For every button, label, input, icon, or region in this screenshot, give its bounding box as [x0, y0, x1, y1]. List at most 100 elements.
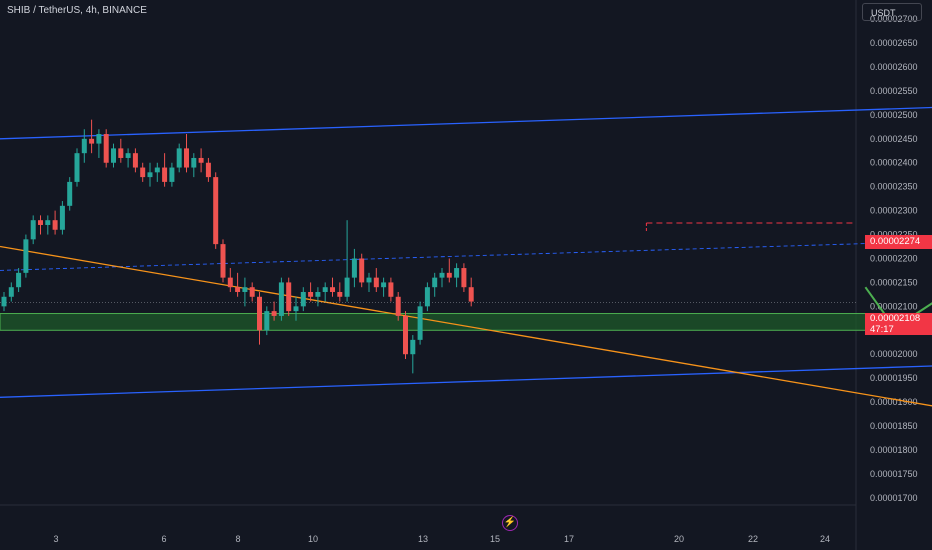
- candle: [52, 210, 58, 235]
- candle: [242, 277, 248, 307]
- candle: [184, 134, 189, 173]
- candle: [140, 162, 146, 182]
- candle: [395, 291, 401, 321]
- candle: [67, 177, 73, 211]
- currency-selector[interactable]: USDT: [862, 3, 922, 21]
- candle-body: [264, 311, 270, 331]
- candle: [454, 263, 460, 288]
- candle-body: [140, 167, 146, 178]
- candle-body: [67, 181, 73, 206]
- time-axis-label: 3: [53, 534, 58, 544]
- candle: [308, 282, 314, 302]
- candle-body: [424, 287, 430, 307]
- candle: [330, 277, 335, 297]
- candle-body: [191, 157, 197, 168]
- candle: [439, 268, 445, 288]
- candle: [373, 268, 379, 292]
- candle: [432, 272, 438, 297]
- price-tick-label: 0.00001900: [870, 397, 918, 407]
- candle-body: [184, 148, 189, 168]
- candle: [132, 148, 138, 173]
- price-tick-label: 0.00002650: [870, 38, 918, 48]
- support-zone: [0, 313, 932, 331]
- price-tick-label: 0.00001800: [870, 445, 918, 455]
- price-tick-label: 0.00001850: [870, 421, 918, 431]
- candle-body: [373, 277, 379, 288]
- candle: [359, 253, 365, 288]
- candle-body: [359, 258, 365, 283]
- candle-body: [308, 291, 314, 297]
- candle-body: [16, 272, 22, 288]
- candle: [366, 272, 372, 292]
- time-axis-label: 10: [308, 534, 318, 544]
- price-tick-label: 0.00002150: [870, 277, 918, 287]
- time-axis-label: 24: [820, 534, 830, 544]
- candle: [461, 263, 467, 292]
- candle-body: [446, 272, 452, 278]
- candle: [205, 157, 211, 182]
- candle-body: [249, 287, 255, 297]
- price-tick-label: 0.00002100: [870, 301, 918, 311]
- candle-body: [147, 172, 153, 178]
- candle: [96, 129, 102, 158]
- candle-body: [271, 311, 277, 316]
- bar-countdown: 47:17: [870, 324, 894, 335]
- candle-body: [381, 282, 387, 288]
- candle-body: [417, 306, 423, 340]
- candle: [111, 143, 116, 168]
- last-price-value: 0.00002108: [870, 313, 921, 324]
- price-tick-label: 0.00002350: [870, 182, 918, 192]
- time-axis-label: 15: [490, 534, 500, 544]
- price-tick-label: 0.00002500: [870, 110, 918, 120]
- candle-body: [242, 287, 248, 292]
- candle-body: [8, 287, 14, 297]
- candle-body: [315, 291, 321, 297]
- candle-body: [103, 134, 109, 163]
- candle: [410, 335, 416, 374]
- candle: [191, 153, 197, 178]
- descending-trendline: [0, 245, 932, 407]
- candle: [468, 277, 474, 307]
- candle: [300, 287, 306, 312]
- candle: [118, 138, 124, 163]
- candle: [446, 258, 452, 283]
- time-axis-label: 6: [161, 534, 166, 544]
- candle-body: [322, 287, 328, 292]
- candle-body: [257, 296, 262, 331]
- candle-body: [410, 339, 416, 355]
- candle: [162, 153, 168, 187]
- price-tick-label: 0.00002550: [870, 86, 918, 96]
- candle-body: [198, 157, 204, 163]
- target-price-badge: 0.00002274: [865, 235, 932, 249]
- candle: [176, 143, 182, 173]
- candle-body: [74, 153, 80, 182]
- candle: [103, 129, 109, 168]
- candle: [286, 277, 292, 316]
- candle-body: [96, 134, 102, 144]
- candle-body: [403, 315, 408, 355]
- candle: [249, 282, 255, 302]
- price-tick-label: 0.00002300: [870, 206, 918, 216]
- candle-body: [213, 177, 219, 245]
- candle: [154, 162, 160, 182]
- candle: [89, 119, 95, 154]
- channel-upper-line: [0, 106, 932, 140]
- lightning-bolt-icon[interactable]: ⚡: [502, 515, 518, 531]
- candle-body: [220, 244, 226, 278]
- candle: [30, 215, 36, 245]
- time-axis-label: 22: [748, 534, 758, 544]
- candle: [169, 162, 175, 187]
- candle-body: [344, 277, 350, 297]
- candle-body: [468, 287, 474, 302]
- candle-body: [38, 220, 43, 225]
- candle: [23, 234, 29, 278]
- price-tick-label: 0.00001700: [870, 493, 918, 503]
- candle-body: [454, 268, 460, 278]
- candle-body: [118, 148, 124, 158]
- symbol-title: SHIB / TetherUS, 4h, BINANCE: [7, 5, 147, 16]
- candle-body: [30, 220, 36, 240]
- candle: [235, 272, 241, 297]
- candle-body: [89, 138, 95, 144]
